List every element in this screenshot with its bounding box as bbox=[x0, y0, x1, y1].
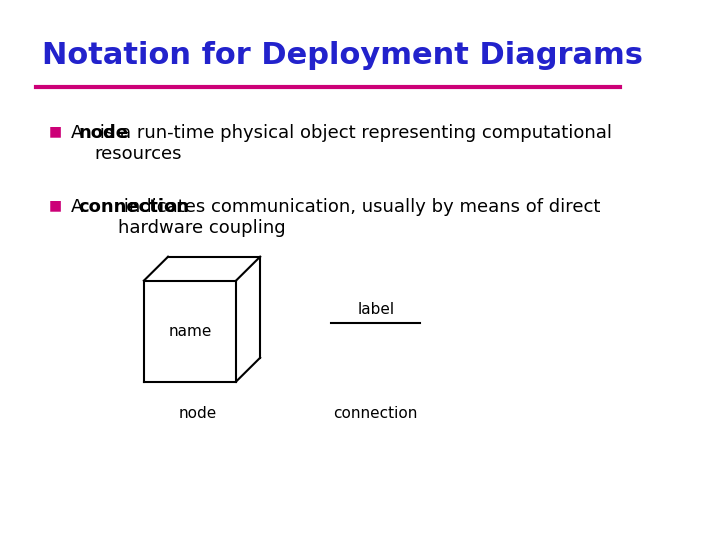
Text: A: A bbox=[71, 198, 89, 216]
Text: node: node bbox=[78, 124, 128, 142]
Text: connection: connection bbox=[333, 406, 418, 421]
Text: indicates communication, usually by means of direct
hardware coupling: indicates communication, usually by mean… bbox=[118, 198, 600, 237]
Text: ■: ■ bbox=[49, 124, 62, 138]
Text: label: label bbox=[357, 302, 395, 317]
Text: is a run-time physical object representing computational
resources: is a run-time physical object representi… bbox=[94, 124, 612, 163]
Text: A: A bbox=[71, 124, 89, 142]
Text: name: name bbox=[168, 323, 212, 339]
Text: ■: ■ bbox=[49, 198, 62, 212]
Text: Notation for Deployment Diagrams: Notation for Deployment Diagrams bbox=[42, 42, 643, 70]
Text: node: node bbox=[179, 406, 217, 421]
Text: connection: connection bbox=[78, 198, 189, 216]
